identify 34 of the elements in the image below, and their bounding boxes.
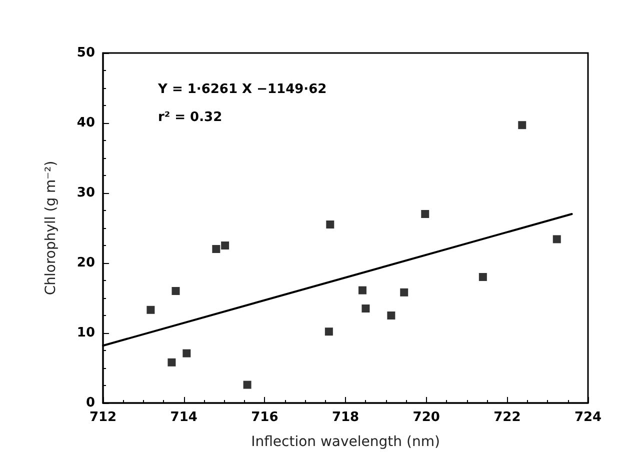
x-tick-label: 724: [574, 410, 602, 425]
point: [324, 328, 333, 336]
annotation: Y = 1·6261 X −1149·62: [157, 82, 327, 97]
x-tick-label: 714: [170, 410, 198, 425]
y-tick-label: 50: [76, 46, 95, 60]
point: [168, 358, 176, 366]
y-tick-label: 20: [76, 256, 95, 270]
x-tick-label: 720: [412, 410, 440, 425]
point: [146, 306, 155, 314]
x-tick-label: 718: [332, 410, 360, 425]
y-tick-label: 40: [76, 116, 95, 130]
point: [221, 242, 230, 250]
annotation: r² = 0.32: [158, 110, 222, 125]
y-tick-label: 30: [76, 186, 95, 200]
y-axis-title: Chlorophyll (g m⁻²): [43, 160, 59, 296]
point: [182, 349, 191, 358]
y-tick-label: 0: [86, 396, 95, 410]
point: [400, 288, 408, 296]
x-tick-label: 712: [89, 410, 117, 425]
point: [358, 286, 366, 294]
x-tick-label: 722: [494, 410, 521, 425]
x-axis-title: Inflection wavelength (nm): [251, 434, 440, 450]
point: [552, 235, 561, 244]
point: [212, 245, 220, 253]
point: [518, 121, 526, 130]
x-tick-label: 716: [251, 410, 278, 425]
point: [421, 210, 430, 218]
point: [243, 380, 252, 389]
point: [387, 312, 396, 320]
point: [362, 304, 370, 312]
point: [478, 273, 487, 281]
point: [172, 287, 180, 295]
point: [326, 220, 334, 228]
y-tick-label: 10: [76, 326, 95, 340]
